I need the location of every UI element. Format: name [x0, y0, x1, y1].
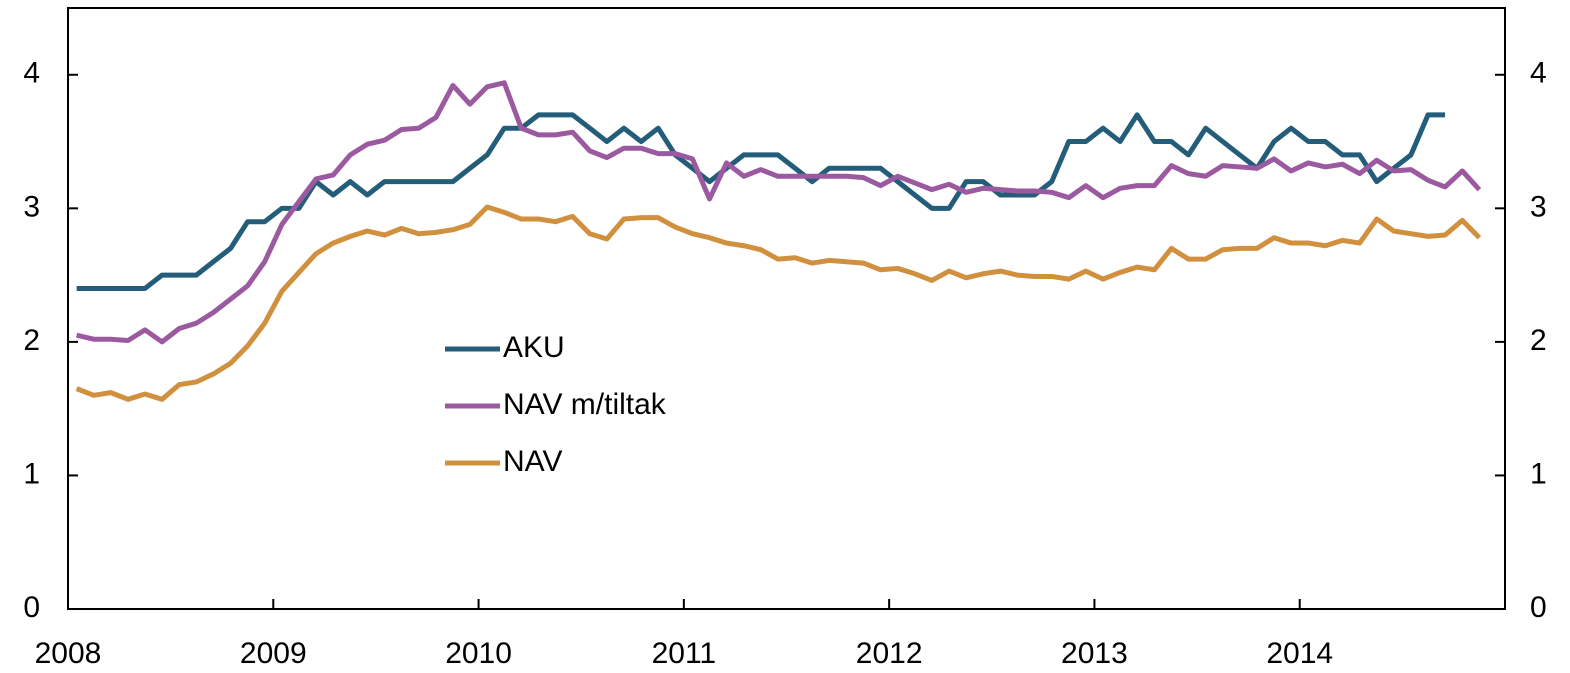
series-line	[75, 204, 1482, 402]
x-tick-label: 2013	[1061, 637, 1128, 670]
y-tick-label: 2	[23, 324, 40, 357]
x-tick-label: 2011	[652, 637, 717, 670]
y2-tick-label: 4	[1530, 57, 1547, 90]
legend-label: NAV m/tiltak	[503, 388, 667, 421]
y-tick-label: 4	[23, 57, 40, 90]
x-tick-label: 2014	[1266, 637, 1333, 670]
y2-tick-label: 3	[1530, 190, 1547, 223]
series-line	[76, 80, 1482, 345]
legend-label: AKU	[503, 331, 565, 364]
y2-tick-label: 1	[1530, 457, 1547, 490]
series-line	[76, 112, 1446, 291]
y2-tick-label: 0	[1530, 591, 1547, 624]
x-tick-label: 2012	[856, 637, 923, 670]
y-tick-label: 3	[23, 190, 40, 223]
y-tick-label: 0	[23, 591, 40, 624]
x-tick-label: 2008	[35, 637, 102, 670]
x-tick-label: 2009	[240, 637, 307, 670]
y2-tick-label: 2	[1530, 324, 1547, 357]
x-tick-label: 2010	[445, 637, 512, 670]
legend-label: NAV	[503, 445, 562, 478]
plot-frame	[67, 7, 1506, 610]
y-tick-label: 1	[23, 457, 40, 490]
